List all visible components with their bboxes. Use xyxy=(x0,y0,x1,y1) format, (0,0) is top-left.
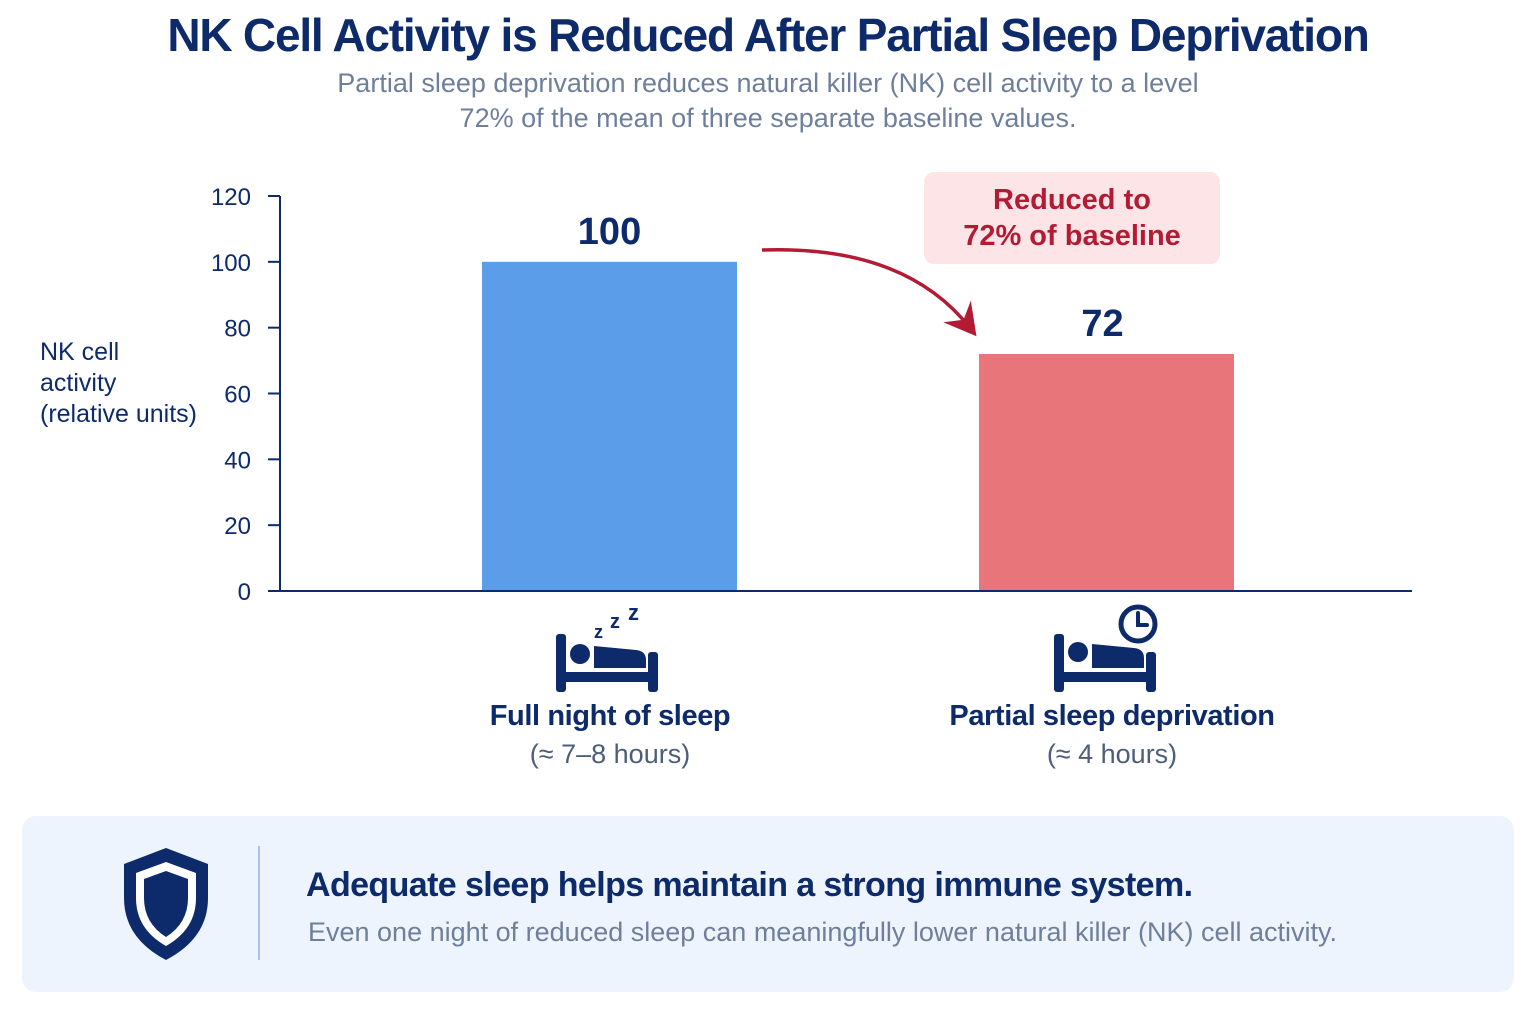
callout-line-2: 72% of baseline xyxy=(963,220,1181,252)
y-axis-label: NK cell activity (relative units) xyxy=(40,337,197,430)
sleeping-bed-icon: z z z xyxy=(556,600,658,692)
data-label-1: 100 xyxy=(578,211,641,253)
banner-divider xyxy=(258,846,260,960)
category-name: Partial sleep deprivation xyxy=(949,700,1275,732)
y-tick-label: 120 xyxy=(211,184,251,211)
y-axis-label-line-1: NK cell xyxy=(40,338,120,366)
banner-headline: Adequate sleep helps maintain a strong i… xyxy=(306,866,1193,904)
svg-text:z: z xyxy=(594,622,603,642)
takeaway-banner: Adequate sleep helps maintain a strong i… xyxy=(22,816,1514,992)
callout-line-1: Reduced to xyxy=(993,184,1151,216)
page-title: NK Cell Activity is Reduced After Partia… xyxy=(167,9,1370,61)
y-axis-label-line-2: activity xyxy=(40,369,117,397)
banner-body: Even one night of reduced sleep can mean… xyxy=(308,917,1338,947)
y-tick-label: 80 xyxy=(224,316,251,343)
bar-2 xyxy=(979,354,1234,591)
category-label-full-sleep: Full night of sleep (≈ 7–8 hours) xyxy=(390,700,830,770)
shield-icon xyxy=(124,848,208,960)
category-label-partial-sleep: Partial sleep deprivation (≈ 4 hours) xyxy=(892,700,1332,770)
bar-chart: 100 72 0 20 40 60 80 100 120 xyxy=(211,184,1412,606)
page-subtitle: Partial sleep deprivation reduces natura… xyxy=(268,66,1268,136)
bar-1 xyxy=(482,261,737,591)
svg-text:z: z xyxy=(628,600,639,625)
category-name: Full night of sleep xyxy=(489,700,731,732)
y-tick-label: 20 xyxy=(224,513,251,540)
data-label-2: 72 xyxy=(1081,303,1123,345)
category-hours: (≈ 4 hours) xyxy=(1046,739,1178,769)
y-tick-label: 40 xyxy=(224,447,251,474)
subtitle-line-2: 72% of the mean of three separate baseli… xyxy=(459,103,1077,133)
reduction-arrow xyxy=(761,247,977,337)
y-tick-label: 100 xyxy=(211,250,251,277)
chart-layer: 100 72 0 20 40 60 80 100 120 xyxy=(211,184,1412,606)
y-tick-label: 60 xyxy=(224,382,251,409)
svg-text:z: z xyxy=(610,611,620,633)
reduction-callout: Reduced to 72% of baseline xyxy=(924,172,1220,264)
y-axis-label-line-3: (relative units) xyxy=(40,400,197,428)
y-tick-label: 0 xyxy=(238,579,251,606)
category-hours: (≈ 7–8 hours) xyxy=(529,739,691,769)
subtitle-line-1: Partial sleep deprivation reduces natura… xyxy=(337,68,1199,98)
bed-clock-icon xyxy=(1054,604,1158,692)
